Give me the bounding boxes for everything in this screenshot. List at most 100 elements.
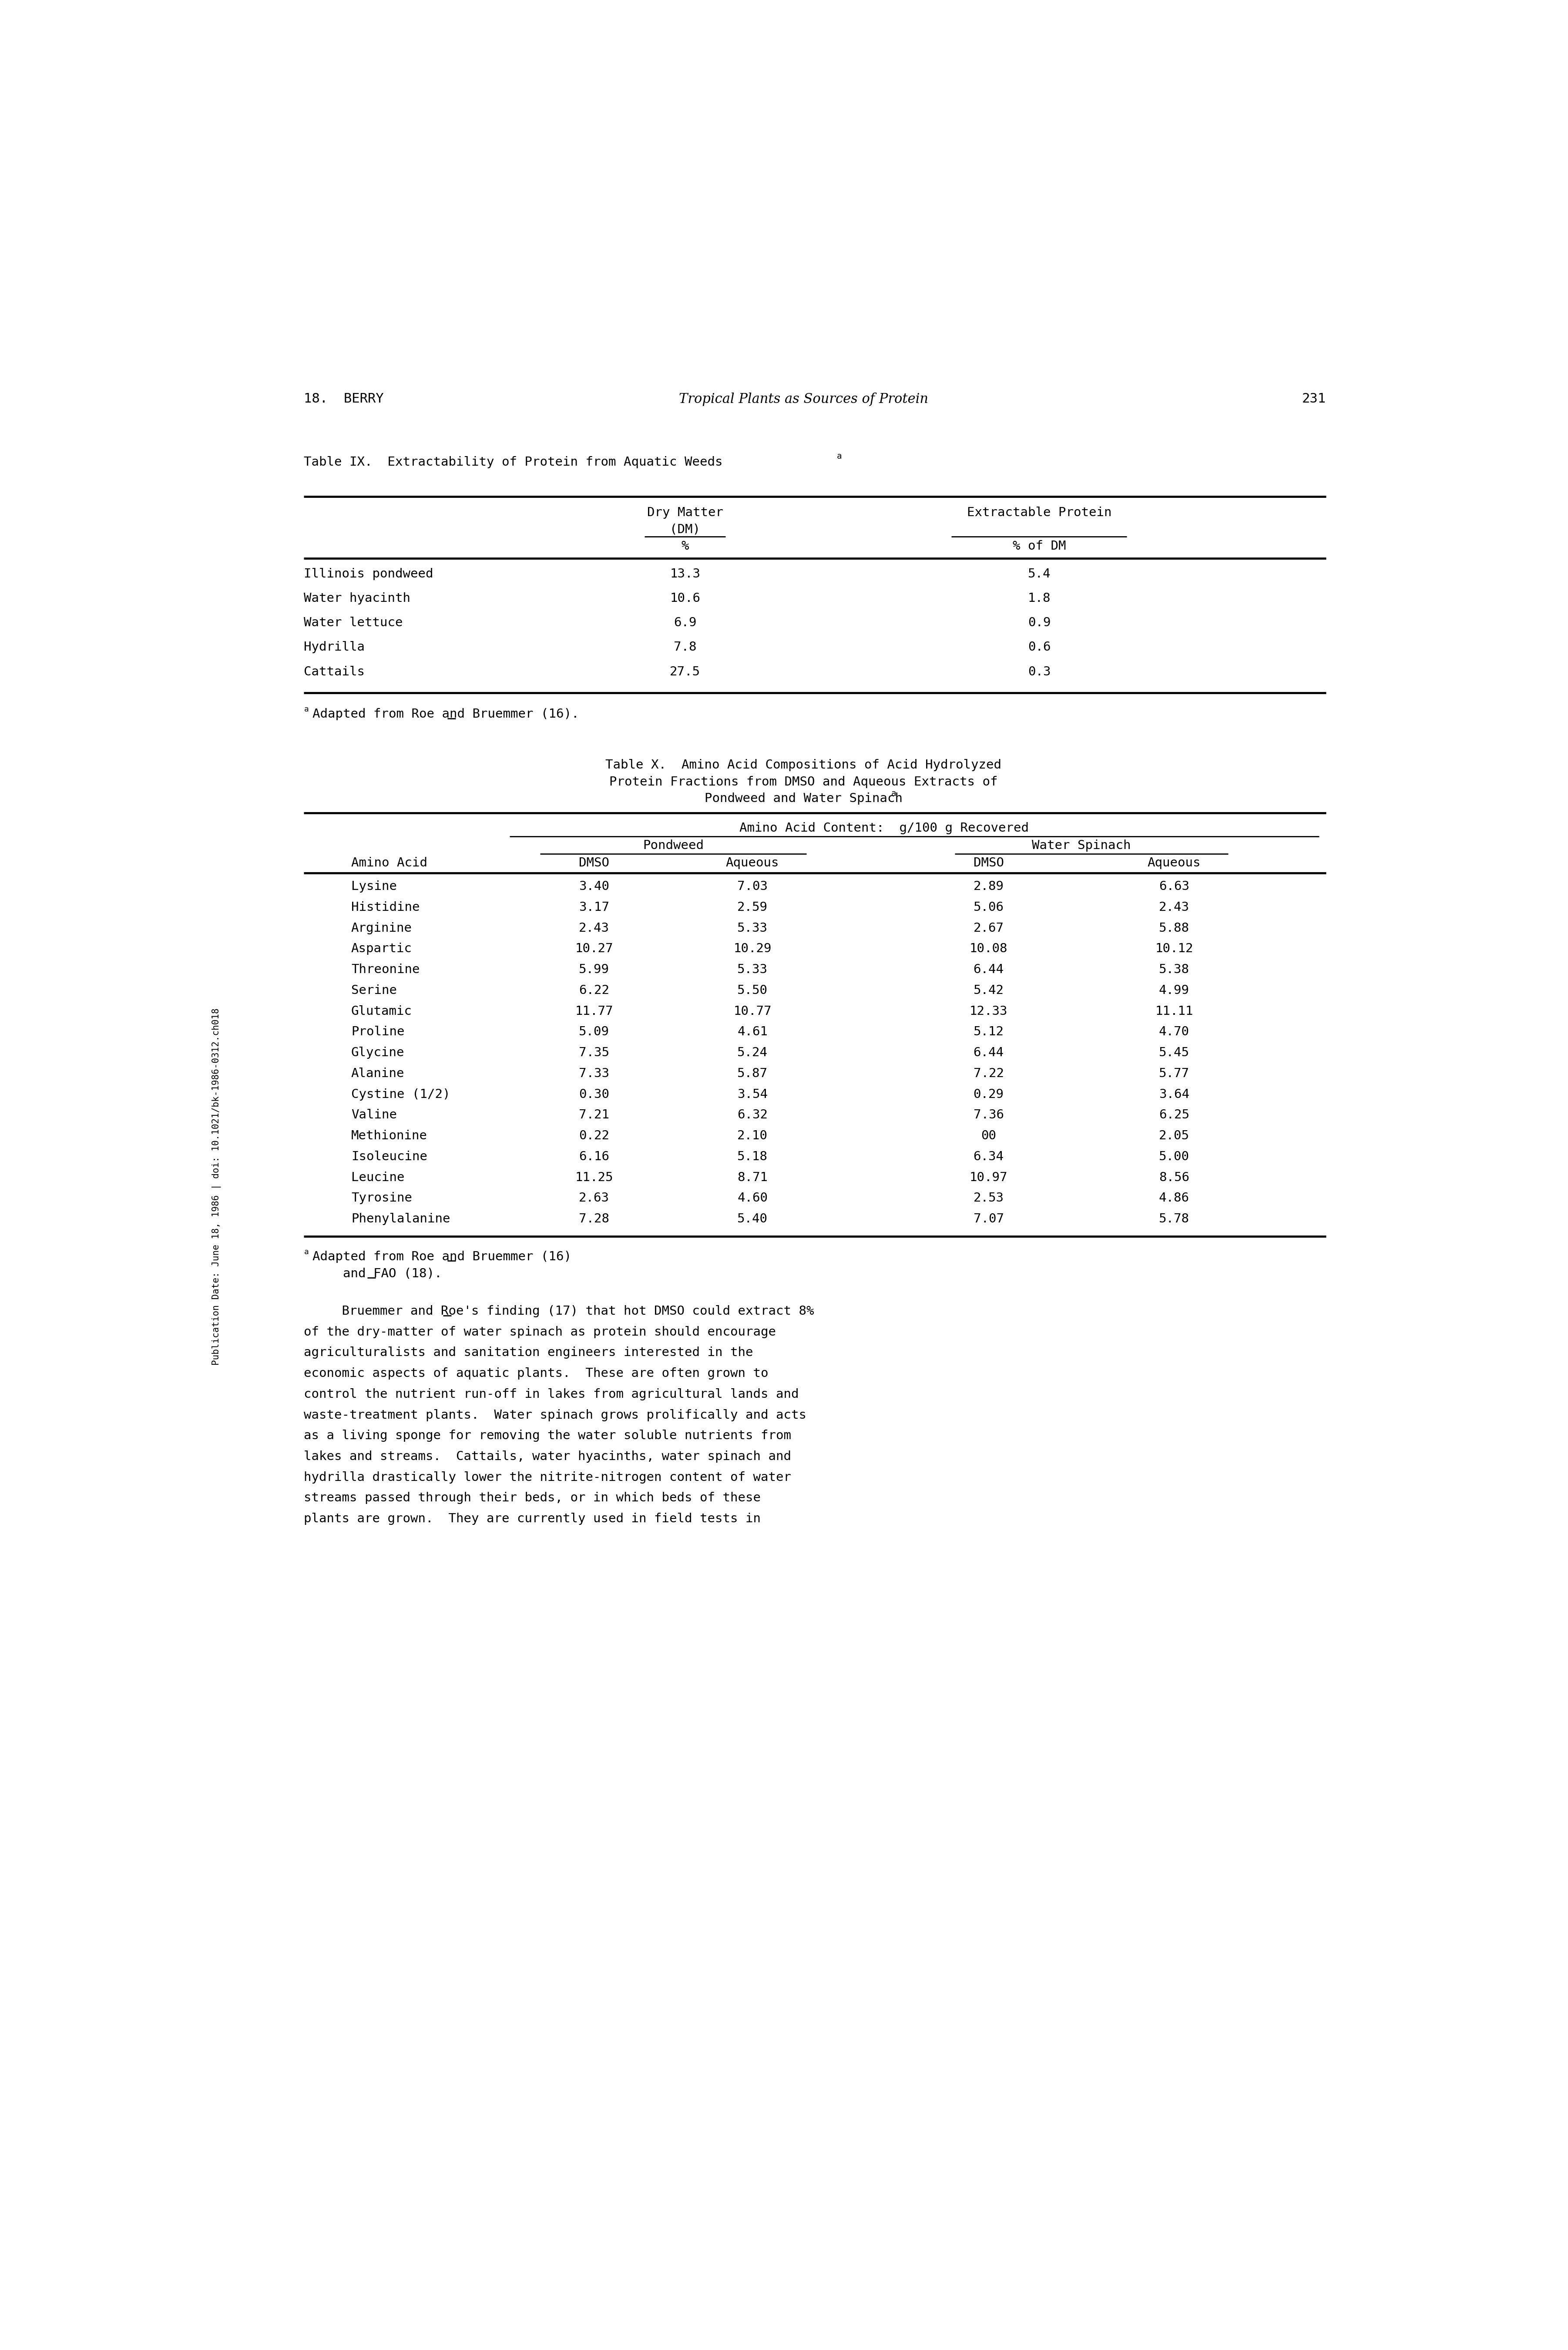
- Text: Bruemmer and Roe's finding (17) that hot DMSO could extract 8%: Bruemmer and Roe's finding (17) that hot…: [304, 1304, 814, 1318]
- Text: Publication Date: June 18, 1986 | doi: 10.1021/bk-1986-0312.ch018: Publication Date: June 18, 1986 | doi: 1…: [212, 1008, 221, 1365]
- Text: 11.11: 11.11: [1156, 1006, 1193, 1018]
- Text: 8.71: 8.71: [737, 1170, 768, 1184]
- Text: 27.5: 27.5: [670, 665, 701, 677]
- Text: 4.99: 4.99: [1159, 985, 1189, 996]
- Text: a: a: [837, 451, 842, 461]
- Text: 10.08: 10.08: [969, 942, 1008, 954]
- Text: Illinois pondweed: Illinois pondweed: [304, 569, 433, 580]
- Text: Isoleucine: Isoleucine: [351, 1152, 428, 1163]
- Text: 5.38: 5.38: [1159, 964, 1189, 975]
- Text: hydrilla drastically lower the nitrite-nitrogen content of water: hydrilla drastically lower the nitrite-n…: [304, 1471, 792, 1483]
- Text: Glycine: Glycine: [351, 1046, 405, 1060]
- Text: 6.34: 6.34: [974, 1152, 1004, 1163]
- Text: Serine: Serine: [351, 985, 397, 996]
- Text: Adapted from Roe and Bruemmer (16): Adapted from Roe and Bruemmer (16): [312, 1250, 571, 1262]
- Text: streams passed through their beds, or in which beds of these: streams passed through their beds, or in…: [304, 1492, 760, 1504]
- Text: Pondweed: Pondweed: [643, 839, 704, 851]
- Text: 5.78: 5.78: [1159, 1213, 1189, 1224]
- Text: 10.27: 10.27: [575, 942, 613, 954]
- Text: Proline: Proline: [351, 1027, 405, 1039]
- Text: 6.44: 6.44: [974, 1046, 1004, 1060]
- Text: 7.07: 7.07: [974, 1213, 1004, 1224]
- Text: Dry Matter: Dry Matter: [648, 508, 723, 519]
- Text: Aqueous: Aqueous: [726, 858, 779, 870]
- Text: 5.09: 5.09: [579, 1027, 610, 1039]
- Text: Water lettuce: Water lettuce: [304, 616, 403, 630]
- Text: of the dry-matter of water spinach as protein should encourage: of the dry-matter of water spinach as pr…: [304, 1325, 776, 1337]
- Text: 6.16: 6.16: [579, 1152, 610, 1163]
- Text: 4.60: 4.60: [737, 1191, 768, 1203]
- Text: Leucine: Leucine: [351, 1170, 405, 1184]
- Text: 00: 00: [982, 1130, 996, 1142]
- Text: Water Spinach: Water Spinach: [1032, 839, 1131, 851]
- Text: Glutamic: Glutamic: [351, 1006, 412, 1018]
- Text: 5.40: 5.40: [737, 1213, 768, 1224]
- Text: 13.3: 13.3: [670, 569, 701, 580]
- Text: 2.10: 2.10: [737, 1130, 768, 1142]
- Text: 0.9: 0.9: [1027, 616, 1051, 630]
- Text: 2.05: 2.05: [1159, 1130, 1189, 1142]
- Text: 10.6: 10.6: [670, 592, 701, 604]
- Text: 6.44: 6.44: [974, 964, 1004, 975]
- Text: % of DM: % of DM: [1013, 540, 1066, 552]
- Text: DMSO: DMSO: [579, 858, 610, 870]
- Text: 5.45: 5.45: [1159, 1046, 1189, 1060]
- Text: Table IX.  Extractability of Protein from Aquatic Weeds: Table IX. Extractability of Protein from…: [304, 456, 723, 468]
- Text: as a living sponge for removing the water soluble nutrients from: as a living sponge for removing the wate…: [304, 1429, 792, 1443]
- Text: Amino Acid Content:  g/100 g Recovered: Amino Acid Content: g/100 g Recovered: [740, 822, 1029, 834]
- Text: 2.67: 2.67: [974, 921, 1004, 935]
- Text: 10.77: 10.77: [734, 1006, 771, 1018]
- Text: 4.86: 4.86: [1159, 1191, 1189, 1203]
- Text: DMSO: DMSO: [974, 858, 1004, 870]
- Text: 4.61: 4.61: [737, 1027, 768, 1039]
- Text: 8.56: 8.56: [1159, 1170, 1189, 1184]
- Text: 6.22: 6.22: [579, 985, 610, 996]
- Text: Table X.  Amino Acid Compositions of Acid Hydrolyzed: Table X. Amino Acid Compositions of Acid…: [605, 759, 1002, 771]
- Text: Aspartic: Aspartic: [351, 942, 412, 954]
- Text: a: a: [304, 705, 309, 714]
- Text: 10.12: 10.12: [1156, 942, 1193, 954]
- Text: 10.29: 10.29: [734, 942, 771, 954]
- Text: 5.99: 5.99: [579, 964, 610, 975]
- Text: 18.  BERRY: 18. BERRY: [304, 392, 384, 404]
- Text: 5.87: 5.87: [737, 1067, 768, 1079]
- Text: Pondweed and Water Spinach: Pondweed and Water Spinach: [704, 792, 903, 804]
- Text: Alanine: Alanine: [351, 1067, 405, 1079]
- Text: 5.06: 5.06: [974, 902, 1004, 914]
- Text: Lysine: Lysine: [351, 881, 397, 893]
- Text: 7.35: 7.35: [579, 1046, 610, 1060]
- Text: 7.36: 7.36: [974, 1109, 1004, 1121]
- Text: 2.43: 2.43: [1159, 902, 1189, 914]
- Text: control the nutrient run-off in lakes from agricultural lands and: control the nutrient run-off in lakes fr…: [304, 1389, 800, 1401]
- Text: 0.29: 0.29: [974, 1088, 1004, 1100]
- Text: 5.33: 5.33: [737, 921, 768, 935]
- Text: 4.70: 4.70: [1159, 1027, 1189, 1039]
- Text: waste-treatment plants.  Water spinach grows prolifically and acts: waste-treatment plants. Water spinach gr…: [304, 1410, 806, 1422]
- Text: 3.64: 3.64: [1159, 1088, 1189, 1100]
- Text: (DM): (DM): [670, 524, 701, 536]
- Text: 2.59: 2.59: [737, 902, 768, 914]
- Text: 7.28: 7.28: [579, 1213, 610, 1224]
- Text: 0.30: 0.30: [579, 1088, 610, 1100]
- Text: 7.22: 7.22: [974, 1067, 1004, 1079]
- Text: Protein Fractions from DMSO and Aqueous Extracts of: Protein Fractions from DMSO and Aqueous …: [610, 776, 997, 787]
- Text: and FAO (18).: and FAO (18).: [312, 1267, 442, 1281]
- Text: economic aspects of aquatic plants.  These are often grown to: economic aspects of aquatic plants. Thes…: [304, 1368, 768, 1379]
- Text: 6.32: 6.32: [737, 1109, 768, 1121]
- Text: Amino Acid: Amino Acid: [351, 858, 428, 870]
- Text: 7.21: 7.21: [579, 1109, 610, 1121]
- Text: Hydrilla: Hydrilla: [304, 642, 365, 653]
- Text: 5.24: 5.24: [737, 1046, 768, 1060]
- Text: 5.12: 5.12: [974, 1027, 1004, 1039]
- Text: 0.3: 0.3: [1027, 665, 1051, 677]
- Text: Methionine: Methionine: [351, 1130, 428, 1142]
- Text: 5.50: 5.50: [737, 985, 768, 996]
- Text: 0.22: 0.22: [579, 1130, 610, 1142]
- Text: 5.88: 5.88: [1159, 921, 1189, 935]
- Text: 2.53: 2.53: [974, 1191, 1004, 1203]
- Text: 10.97: 10.97: [969, 1170, 1008, 1184]
- Text: plants are grown.  They are currently used in field tests in: plants are grown. They are currently use…: [304, 1513, 760, 1525]
- Text: 5.42: 5.42: [974, 985, 1004, 996]
- Text: 5.00: 5.00: [1159, 1152, 1189, 1163]
- Text: Histidine: Histidine: [351, 902, 420, 914]
